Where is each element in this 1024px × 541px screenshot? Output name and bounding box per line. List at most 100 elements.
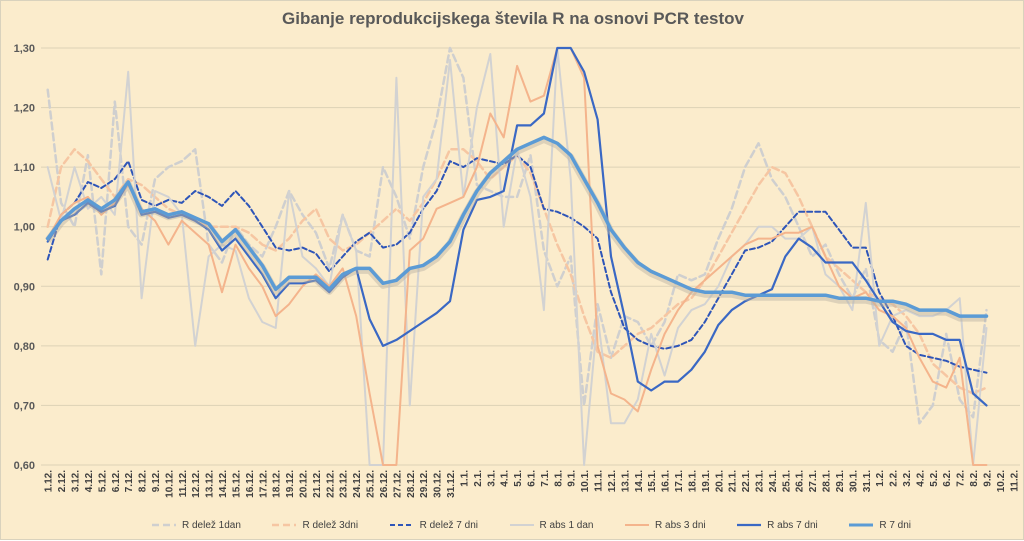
x-tick-label: 1.2. xyxy=(875,470,886,487)
x-tick-label: 10.12. xyxy=(164,470,175,498)
legend-label: R abs 1 dan xyxy=(539,519,594,531)
x-tick-label: 2.12. xyxy=(57,470,68,492)
x-tick-label: 26.12. xyxy=(379,470,390,498)
x-tick-label: 4.1. xyxy=(500,470,511,487)
x-tick-label: 24.1. xyxy=(768,470,779,492)
x-tick-label: 3.12. xyxy=(71,470,82,492)
x-tick-label: 24.12. xyxy=(352,470,363,498)
x-tick-label: 8.2. xyxy=(969,470,980,487)
legend-label: R delež 7 dni xyxy=(419,519,478,531)
legend-label: R abs 3 dni xyxy=(655,519,706,531)
series-line-1 xyxy=(46,148,988,395)
x-tick-label: 28.1. xyxy=(822,470,833,492)
x-axis-ticks: 1.12. 2.12. 3.12. 4.12. 5.12. 6.12. 7.12. 8.12.… xyxy=(44,470,1021,498)
x-tick-label: 2.1. xyxy=(473,470,484,487)
x-tick-label: 14.1. xyxy=(634,470,645,492)
x-tick-label: 15.1. xyxy=(647,470,658,492)
x-tick-label: 11.1. xyxy=(594,470,605,492)
legend-item-4: R abs 3 dni xyxy=(624,520,706,531)
x-tick-label: 23.1. xyxy=(754,470,765,492)
legend-swatch xyxy=(849,523,874,527)
x-tick-label: 12.12. xyxy=(191,470,202,498)
y-axis-ticks: 0,60 0,70 0,80 0,90 1,00 1,10 1,20 1,30 xyxy=(14,43,35,472)
x-tick-label: 10.1. xyxy=(580,470,591,492)
x-tick-label: 8.12. xyxy=(138,470,149,492)
x-tick-label: 18.12. xyxy=(272,470,283,498)
x-tick-label: 14.12. xyxy=(218,470,229,498)
legend-swatch xyxy=(389,524,414,526)
x-tick-label: 22.1. xyxy=(741,470,752,492)
x-tick-label: 25.12. xyxy=(366,470,377,498)
x-tick-label: 5.1. xyxy=(513,470,524,487)
legend-label: R abs 7 dni xyxy=(767,519,818,531)
x-tick-label: 1.12. xyxy=(44,470,55,492)
x-tick-label: 30.1. xyxy=(848,470,859,492)
x-tick-label: 13.1. xyxy=(620,470,631,492)
y-tick-label: 0,80 xyxy=(14,341,35,353)
y-tick-label: 0,60 xyxy=(14,460,35,472)
legend-item-6: R 7 dni xyxy=(848,520,911,531)
y-tick-label: 0,70 xyxy=(14,400,35,412)
x-tick-label: 11.2. xyxy=(1009,470,1020,492)
x-tick-label: 23.12. xyxy=(339,470,350,498)
x-tick-label: 4.2. xyxy=(915,470,926,487)
x-tick-label: 27.12. xyxy=(392,470,403,498)
legend-item-0: R delež 1dan xyxy=(151,520,241,531)
y-tick-label: 1,00 xyxy=(14,222,35,234)
x-tick-label: 3.2. xyxy=(902,470,913,487)
series-line-2 xyxy=(46,154,988,374)
x-tick-label: 17.12. xyxy=(258,470,269,498)
x-tick-label: 10.2. xyxy=(996,470,1007,492)
x-tick-label: 16.12. xyxy=(245,470,256,498)
x-tick-label: 13.12. xyxy=(205,470,216,498)
x-tick-label: 21.12. xyxy=(312,470,323,498)
series-line-4 xyxy=(46,47,988,466)
x-tick-label: 6.12. xyxy=(111,470,122,492)
series-line-6 xyxy=(45,135,989,318)
x-tick-label: 31.1. xyxy=(862,470,873,492)
x-tick-label: 20.12. xyxy=(299,470,310,498)
x-tick-label: 15.12. xyxy=(231,470,242,498)
gridlines xyxy=(41,47,1020,466)
x-tick-label: 29.1. xyxy=(835,470,846,492)
legend-item-1: R delež 3dni xyxy=(271,520,358,531)
x-tick-label: 7.2. xyxy=(956,470,967,487)
chart-title: Gibanje reprodukcijskega števila R na os… xyxy=(282,9,744,28)
x-tick-label: 5.2. xyxy=(929,470,940,487)
legend-swatch xyxy=(272,523,297,527)
x-tick-label: 8.1. xyxy=(553,470,564,487)
legend-item-3: R abs 1 dan xyxy=(509,519,594,531)
x-tick-label: 7.12. xyxy=(124,470,135,492)
legend-swatch xyxy=(509,524,534,526)
x-tick-label: 5.12. xyxy=(97,470,108,492)
legend-label: R delež 3dni xyxy=(302,519,359,531)
x-tick-label: 6.1. xyxy=(527,470,538,487)
x-tick-label: 27.1. xyxy=(808,470,819,492)
x-tick-label: 19.1. xyxy=(701,470,712,492)
x-tick-label: 18.1. xyxy=(687,470,698,492)
legend-swatch xyxy=(625,524,650,526)
x-tick-label: 12.1. xyxy=(607,470,618,492)
legend: R delež 1dan R delež 3dni R delež 7 dni R a… xyxy=(151,516,911,534)
x-tick-label: 17.1. xyxy=(674,470,685,492)
x-tick-label: 1.1. xyxy=(459,470,470,487)
x-tick-label: 9.12. xyxy=(151,470,162,492)
x-tick-label: 11.12. xyxy=(178,470,189,497)
x-tick-label: 9.2. xyxy=(982,470,993,487)
y-tick-label: 0,90 xyxy=(14,281,35,293)
legend-item-2: R delež 7 dni xyxy=(389,520,478,531)
x-tick-label: 28.12. xyxy=(406,470,417,498)
y-tick-label: 1,20 xyxy=(14,103,35,115)
x-tick-label: 30.12. xyxy=(433,470,444,498)
y-tick-label: 1,10 xyxy=(14,162,35,174)
x-tick-label: 25.1. xyxy=(781,470,792,492)
x-tick-label: 26.1. xyxy=(795,470,806,492)
x-tick-label: 3.1. xyxy=(486,470,497,487)
x-tick-label: 29.12. xyxy=(419,470,430,498)
legend-swatch xyxy=(737,523,762,527)
x-tick-label: 19.12. xyxy=(285,470,296,498)
y-tick-label: 1,30 xyxy=(14,43,35,55)
x-tick-label: 31.12. xyxy=(446,470,457,498)
